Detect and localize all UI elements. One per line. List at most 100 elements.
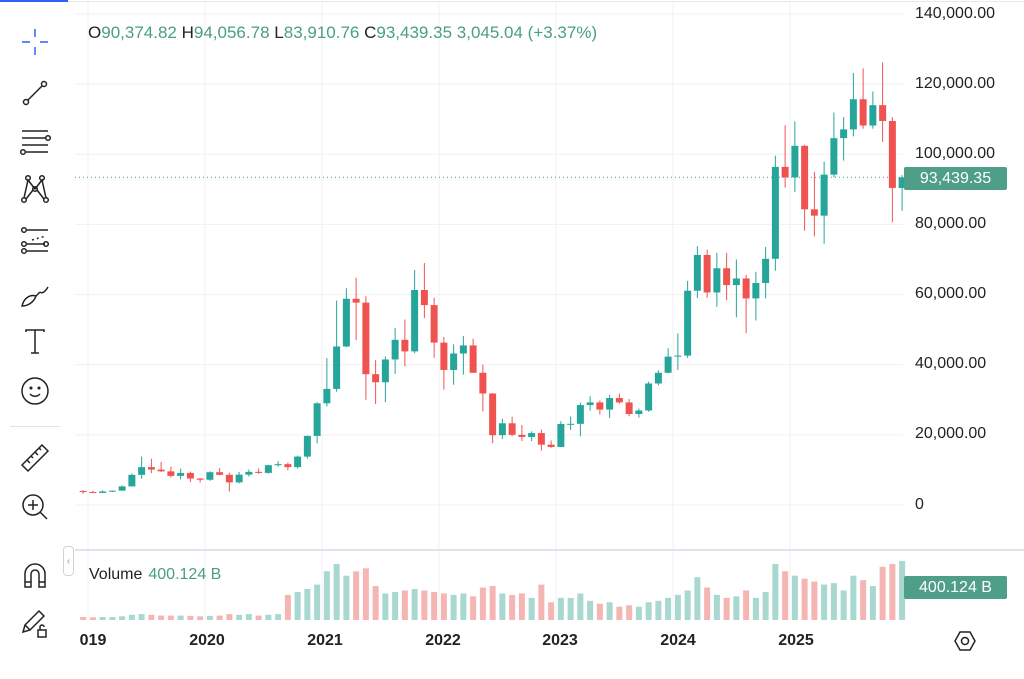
volume-bar xyxy=(167,615,174,620)
candle-body xyxy=(645,383,653,411)
volume-bar xyxy=(450,594,457,620)
volume-bar xyxy=(801,578,808,620)
volume-bar xyxy=(362,568,369,620)
candle-body xyxy=(450,353,458,370)
high-value: 94,056.78 xyxy=(193,23,270,42)
collapse-toolbar-handle[interactable]: ‹ xyxy=(63,546,74,576)
trend-line-icon xyxy=(22,80,48,106)
volume-bar xyxy=(440,593,447,620)
candle-body xyxy=(284,464,292,468)
candle-body xyxy=(840,129,848,139)
candle-body xyxy=(528,433,536,437)
active-tab-indicator xyxy=(0,0,68,2)
candle-body xyxy=(138,467,146,475)
candle-body xyxy=(216,472,224,475)
volume-bar xyxy=(255,615,262,620)
candle-body xyxy=(635,410,643,414)
crosshair-tool[interactable] xyxy=(15,24,55,60)
volume-bar xyxy=(606,602,613,620)
brush-tool[interactable] xyxy=(15,277,55,313)
volume-bar xyxy=(752,597,759,620)
candle-body xyxy=(849,99,857,130)
y-tick-label: 60,000.00 xyxy=(915,285,987,302)
volume-bar xyxy=(499,593,506,620)
candle-body xyxy=(479,372,487,394)
volume-bar xyxy=(791,575,798,620)
candle-body xyxy=(313,403,321,436)
volume-bar xyxy=(401,590,408,620)
volume-bar xyxy=(470,596,477,620)
candle-body xyxy=(508,423,516,435)
volume-bar xyxy=(772,563,779,620)
volume-bar xyxy=(811,581,818,620)
y-tick-label: 40,000.00 xyxy=(915,355,987,372)
volume-bar xyxy=(460,593,467,620)
volume-bar xyxy=(616,606,623,620)
candle-body xyxy=(235,474,243,483)
candle-body xyxy=(469,345,477,373)
volume-bar xyxy=(655,600,662,620)
candle-body xyxy=(108,490,116,492)
lock-drawings-tool[interactable] xyxy=(15,605,55,641)
candle-body xyxy=(381,359,389,383)
emoji-tool[interactable] xyxy=(15,373,55,409)
volume-bar xyxy=(216,615,223,620)
candle-body xyxy=(352,298,360,303)
low-value: 83,910.76 xyxy=(283,23,360,42)
y-tick-label: 120,000.00 xyxy=(915,75,996,92)
crosshair-icon xyxy=(22,29,48,55)
candle-body xyxy=(303,435,311,457)
volume-bar xyxy=(333,563,340,620)
volume-bar xyxy=(99,617,106,620)
open-value: 90,374.82 xyxy=(101,23,177,42)
candle-body xyxy=(567,423,575,425)
volume-bar xyxy=(284,594,291,620)
volume-bar xyxy=(694,577,701,620)
volume-value: 400.124 B xyxy=(148,566,222,583)
volume-bar xyxy=(860,580,867,620)
settings-icon[interactable] xyxy=(953,629,977,653)
volume-bar xyxy=(782,571,789,620)
x-tick-label: 2024 xyxy=(660,632,696,649)
fib-retracement-icon xyxy=(19,130,52,156)
candle-body xyxy=(654,372,662,384)
volume-bar xyxy=(587,600,594,620)
volume-bar xyxy=(158,615,165,620)
ruler-tool[interactable] xyxy=(15,440,55,476)
candle-body xyxy=(879,105,887,121)
change-value: 3,045.04 (+3.37%) xyxy=(456,23,598,42)
candle-body xyxy=(459,345,467,354)
open-key: O xyxy=(88,23,102,42)
volume-bar xyxy=(187,615,194,620)
volume-bar xyxy=(89,617,96,620)
candle-body xyxy=(537,433,545,445)
fib-retracement-tool[interactable] xyxy=(15,123,55,159)
current-price-tag: 93,439.35 xyxy=(904,167,1007,190)
volume-bar xyxy=(411,589,418,620)
candle-body xyxy=(167,471,175,476)
candle-body xyxy=(255,471,263,473)
volume-bar xyxy=(431,591,438,620)
candle-body xyxy=(177,472,185,476)
magnet-tool[interactable] xyxy=(15,558,55,594)
volume-bar xyxy=(245,614,252,620)
pattern-tool[interactable] xyxy=(15,171,55,207)
candle-body xyxy=(801,145,809,210)
candle-body xyxy=(196,478,204,480)
candle-body xyxy=(264,465,272,473)
candle-body xyxy=(440,342,448,370)
text-tool[interactable] xyxy=(15,323,55,359)
volume-bar xyxy=(645,602,652,620)
candle-body xyxy=(99,491,107,493)
volume-bar xyxy=(518,593,525,620)
ruler-icon xyxy=(20,443,50,473)
zoom-in-tool[interactable] xyxy=(15,489,55,525)
candle-body xyxy=(869,105,877,126)
x-tick-label: 2021 xyxy=(307,632,343,649)
trend-line-tool[interactable] xyxy=(15,75,55,111)
volume-bar xyxy=(567,597,574,620)
candle-body xyxy=(294,456,302,468)
candle-body xyxy=(713,268,721,293)
forecast-tool[interactable] xyxy=(15,223,55,259)
